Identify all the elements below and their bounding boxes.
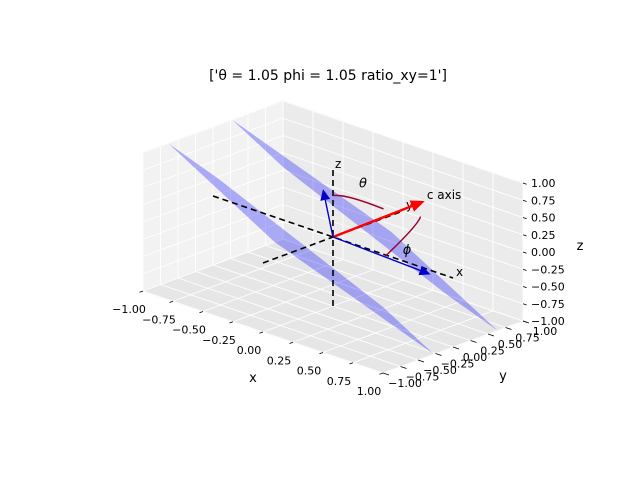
tick-label: 0.25 [267, 354, 292, 367]
tick-mark [522, 286, 527, 289]
tick-mark [139, 290, 144, 293]
tick-mark [435, 353, 442, 356]
grid-line [282, 221, 524, 305]
tick-mark [522, 268, 527, 271]
grid-line [177, 277, 419, 361]
grid-line [282, 100, 524, 184]
tick-mark [522, 234, 527, 237]
grid-line [282, 117, 524, 201]
tick-label: 0.00 [237, 344, 262, 357]
grid-line [142, 238, 284, 292]
tick-label: −0.25 [202, 334, 236, 347]
tick-mark [169, 300, 174, 303]
grid-line [282, 238, 524, 322]
grid-line [247, 251, 489, 335]
dashed-axis-label-x: x [456, 265, 463, 279]
tick-mark [199, 311, 204, 314]
grid-line [195, 271, 436, 354]
dashed-axis-x [212, 195, 454, 279]
chart-title: ['θ = 1.05 phi = 1.05 ratio_xy=1'] [209, 68, 447, 84]
grid-line [142, 221, 284, 275]
tick-label: −1.00 [388, 377, 422, 390]
tick-mark [522, 303, 527, 306]
vector-head-1 [409, 200, 425, 212]
tick-mark [417, 359, 425, 363]
grid-line [282, 152, 524, 236]
grid-line [265, 245, 506, 328]
phi-arc [385, 216, 422, 257]
grid-line [160, 284, 401, 367]
tick-mark [522, 199, 527, 202]
grid-line [142, 135, 284, 188]
theta-label: θ [359, 177, 367, 192]
tick-mark [349, 362, 354, 365]
grid-line [142, 152, 284, 206]
tick-label: −0.75 [142, 313, 176, 326]
tick-mark [319, 352, 324, 355]
tick-label: 0.00 [463, 351, 488, 364]
tick-label: 0.00 [531, 246, 556, 259]
vector-2 [332, 236, 421, 272]
vector-head-2 [418, 265, 431, 276]
tick-label: −0.50 [531, 281, 565, 294]
phi-label: ϕ [403, 243, 412, 258]
y-axis-label: y [499, 369, 507, 384]
tick-label: 1.00 [533, 325, 558, 338]
grid-line [142, 186, 284, 240]
vector-3 [324, 199, 334, 238]
tick-label: −0.25 [441, 358, 475, 371]
grid-line [230, 258, 471, 341]
tick-labels: −1.00−0.75−0.50−0.250.000.250.500.751.00… [112, 177, 565, 398]
tick-mark [382, 372, 390, 376]
tick-label: 0.50 [531, 212, 556, 225]
tick-mark [505, 327, 512, 330]
tick-label: −0.50 [423, 364, 457, 377]
tick-label: 0.50 [498, 338, 523, 351]
vector-1 [332, 204, 413, 239]
tick-label: −1.00 [112, 303, 146, 316]
grid-line [282, 135, 524, 218]
tick-label: −0.25 [531, 263, 565, 276]
grid-line [282, 204, 524, 287]
grid-line [142, 117, 284, 171]
tick-label: −0.75 [406, 371, 440, 384]
tick-mark [452, 346, 460, 350]
tick-label: 0.50 [297, 365, 322, 378]
tick-label: 1.00 [531, 177, 556, 190]
z-axis-label: z [577, 239, 584, 254]
vectors: c axis θ ϕ [320, 177, 461, 276]
grid-lines [142, 100, 524, 374]
grid-line [142, 100, 284, 154]
theta-arc [332, 194, 384, 210]
tick-mark [522, 251, 527, 254]
grid-line [282, 186, 524, 270]
grid-line [282, 169, 524, 253]
tick-label: 0.25 [531, 229, 556, 242]
tick-mark [522, 182, 527, 185]
tick-mark [487, 333, 495, 337]
tick-mark [289, 341, 294, 344]
vector-head-3 [320, 189, 331, 201]
tick-mark [470, 340, 477, 343]
tick-mark [522, 320, 527, 323]
tick-label: −1.00 [531, 315, 565, 328]
tick-mark [522, 217, 527, 220]
tick-mark [400, 366, 407, 369]
tick-label: 0.25 [480, 345, 505, 358]
dashed-axis-label-y: y [406, 198, 413, 212]
tick-label: 0.75 [515, 332, 540, 345]
tick-label: −0.75 [531, 298, 565, 311]
tick-label: 0.75 [327, 375, 352, 388]
x-axis-label: x [249, 371, 257, 386]
tick-label: −0.50 [172, 324, 206, 337]
tick-mark [229, 321, 234, 324]
tick-mark [379, 372, 384, 375]
tick-label: 0.75 [531, 194, 556, 207]
grid-line [142, 204, 284, 257]
tick-label: 1.00 [357, 385, 382, 398]
vector-label-c-axis: c axis [427, 188, 461, 202]
dashed-axis-label-z: z [335, 157, 341, 171]
tick-mark [259, 331, 264, 334]
